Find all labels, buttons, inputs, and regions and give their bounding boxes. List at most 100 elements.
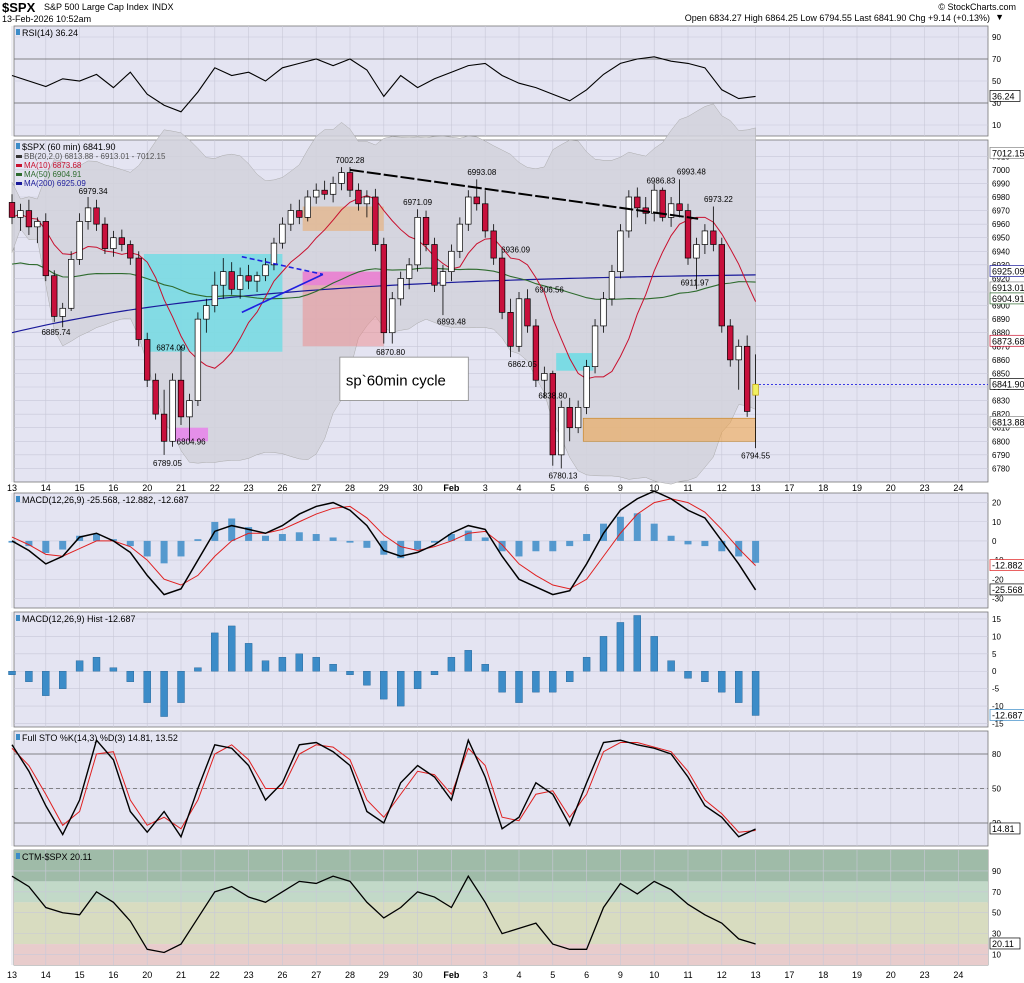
candle-body	[473, 196, 480, 205]
hist-bar	[363, 671, 371, 686]
x-tick-label: 4	[516, 970, 521, 980]
candle-body	[253, 275, 261, 282]
price-axis-tag: 6925.09	[992, 267, 1024, 277]
header-arrow-icon[interactable]: ▼	[995, 12, 1004, 22]
macd-hist-bar	[380, 540, 388, 555]
hist-bar	[650, 636, 658, 672]
x-tick-label: 3	[483, 483, 488, 493]
candle-body	[355, 189, 362, 205]
macd-hist-bar	[752, 540, 760, 563]
candle-body	[727, 325, 734, 361]
y-tick-label: 10	[992, 121, 1001, 130]
x-tick-label: 12	[717, 970, 727, 980]
y-tick-label: 6980	[992, 193, 1010, 202]
candle-body	[211, 284, 218, 306]
price-annotation: 6971.09	[403, 198, 432, 207]
hist-last-tag: -12.687	[992, 710, 1023, 720]
x-tick-label: 28	[345, 483, 355, 493]
price-axis-tag: 6904.91	[992, 294, 1024, 304]
hist-bar	[549, 671, 557, 693]
y-tick-label: 50	[992, 77, 1001, 86]
hist-bar	[75, 660, 84, 672]
panel-title-rsi: RSI(14) 36.24	[22, 28, 78, 38]
x-tick-label: 18	[818, 483, 828, 493]
candle-body	[177, 379, 185, 418]
candle-body	[735, 345, 742, 361]
y-tick-label: 6920	[992, 274, 1010, 283]
macd-tag-box	[989, 583, 1024, 596]
macd-hist-bar	[262, 535, 269, 541]
ma10-line	[11, 195, 757, 380]
y-tick-label: 6820	[992, 410, 1010, 419]
macd-line	[11, 490, 757, 596]
candle-body	[710, 230, 717, 245]
candle-body	[574, 407, 582, 429]
candle-body	[448, 250, 455, 272]
x-tick-label: 5	[550, 483, 555, 493]
candle-body	[414, 217, 421, 266]
price-annotation: 6993.08	[467, 168, 496, 177]
hist-bar	[633, 615, 641, 672]
y-tick-label: -20	[992, 575, 1004, 584]
y-tick-label: 6860	[992, 356, 1010, 365]
macd-hist-bar	[177, 540, 185, 557]
macd-hist-bar	[160, 540, 168, 564]
y-tick-label: 6790	[992, 451, 1010, 460]
y-tick-label: 15	[992, 615, 1001, 624]
y-tick-label: 7000	[992, 166, 1010, 175]
legend-swatch	[16, 155, 22, 158]
y-tick-label: -30	[992, 594, 1004, 603]
y-tick-label: -15	[992, 720, 1004, 729]
hist-bar	[278, 657, 287, 672]
x-tick-label: 17	[784, 970, 794, 980]
x-tick-label: 14	[41, 483, 51, 493]
x-tick-label: 3	[483, 970, 488, 980]
y-tick-label: 50	[992, 785, 1001, 794]
hist-bar	[25, 671, 33, 682]
macd-hist-bar	[346, 540, 354, 543]
price-axis-tag: 7012.15	[992, 148, 1024, 158]
macd-hist-bar	[312, 534, 320, 541]
candle-body	[363, 196, 371, 205]
x-tick-label: 16	[108, 970, 118, 980]
price-legend-item: MA(50) 6904.91	[24, 170, 82, 179]
candle-body	[397, 278, 404, 300]
hist-bar	[701, 671, 709, 682]
index-name: S&P 500 Large Cap Index	[44, 2, 149, 12]
candle-body	[338, 172, 345, 184]
y-tick-label: 6780	[992, 464, 1010, 473]
hist-bar	[397, 671, 405, 707]
ohlc-readout: Open 6834.27 High 6864.25 Low 6794.55 La…	[684, 13, 990, 23]
candle-body	[220, 271, 227, 286]
candle-body	[51, 275, 58, 317]
hist-bar	[211, 632, 219, 672]
hist-bar	[616, 622, 625, 672]
price-annotation: 6780.13	[548, 471, 577, 480]
y-tick-label: 70	[992, 888, 1001, 897]
price-axis-tag: 6813.88	[992, 417, 1024, 427]
candle-body	[144, 339, 151, 381]
x-tick-label: 30	[413, 483, 423, 493]
x-tick-label: 20	[886, 970, 896, 980]
price-annotation: 6936.09	[501, 246, 530, 255]
candle-body	[422, 217, 430, 245]
price-annotation: 6885.74	[41, 328, 70, 337]
x-tick-label: Feb	[443, 970, 460, 980]
y-tick-label: 6830	[992, 397, 1010, 406]
candle-body	[118, 237, 126, 245]
sto-k-line	[11, 738, 756, 839]
y-tick-label: 5	[992, 650, 997, 659]
hist-bar	[312, 657, 320, 672]
y-tick-label: 6800	[992, 437, 1010, 446]
hist-bar	[735, 671, 743, 703]
candle-body	[482, 203, 489, 232]
brand-label: © StockCharts.com	[938, 2, 1016, 12]
y-tick-label: 6850	[992, 369, 1010, 378]
candle-body	[389, 298, 396, 334]
rsi-last-tag-box	[989, 90, 1021, 102]
candle-body	[439, 271, 447, 286]
x-tick-label: 18	[818, 970, 828, 980]
candle-body	[321, 189, 328, 195]
x-tick-label: 15	[75, 483, 85, 493]
macd-hist-bar	[76, 535, 84, 541]
